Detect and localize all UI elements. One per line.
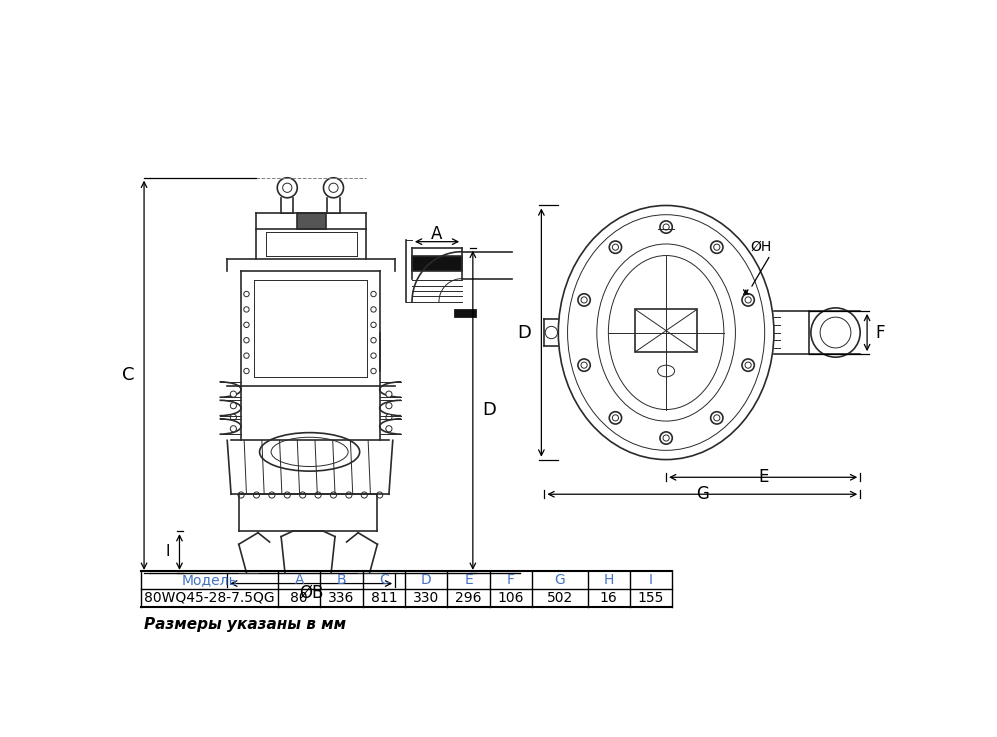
Text: I: I [166,545,170,559]
Text: 155: 155 [638,591,664,605]
Text: 16: 16 [600,591,617,605]
Circle shape [609,412,621,424]
Circle shape [253,492,259,498]
Text: G: G [696,485,709,503]
Bar [635,310,697,352]
Text: Модель: Модель [181,573,237,587]
Circle shape [315,492,321,498]
Text: C: C [379,573,389,587]
Circle shape [230,402,236,409]
Circle shape [578,359,590,371]
Text: H: H [603,573,614,587]
Text: 80WQ45-28-7.5QG: 80WQ45-28-7.5QG [145,591,275,605]
Circle shape [230,391,236,397]
Circle shape [269,492,275,498]
Circle shape [230,414,236,420]
Circle shape [244,322,249,327]
Text: F: F [506,573,515,587]
Circle shape [371,291,376,297]
Text: I: I [649,573,653,587]
Circle shape [386,414,392,420]
Circle shape [371,338,376,343]
Circle shape [244,353,249,358]
Circle shape [330,492,337,498]
Text: 336: 336 [328,591,355,605]
Text: 330: 330 [413,591,440,605]
Text: B: B [337,573,346,587]
Circle shape [238,492,244,498]
Circle shape [742,294,755,306]
Text: C: C [123,366,135,384]
Text: F: F [875,324,885,341]
Text: D: D [483,402,496,419]
Circle shape [230,426,236,432]
Text: ØH: ØH [751,240,772,254]
Circle shape [244,291,249,297]
Circle shape [284,492,290,498]
Circle shape [371,368,376,374]
Circle shape [346,492,352,498]
Circle shape [371,353,376,358]
Circle shape [299,492,306,498]
Text: E: E [758,468,769,486]
Text: Размеры указаны в мм: Размеры указаны в мм [144,618,346,632]
Text: E: E [465,573,473,587]
Text: 811: 811 [371,591,397,605]
Bar [296,213,326,228]
Circle shape [371,307,376,312]
Text: 296: 296 [456,591,482,605]
Text: ØB: ØB [299,584,323,602]
Circle shape [244,307,249,312]
Circle shape [244,338,249,343]
Text: A: A [432,225,443,243]
Text: 106: 106 [498,591,524,605]
Circle shape [578,294,590,306]
Circle shape [371,322,376,327]
Circle shape [377,492,383,498]
Circle shape [244,368,249,374]
Text: G: G [554,573,565,587]
Circle shape [742,359,755,371]
Text: D: D [421,573,432,587]
Circle shape [711,412,723,424]
Bar [455,310,476,317]
Circle shape [386,426,392,432]
Circle shape [361,492,367,498]
Circle shape [386,391,392,397]
Circle shape [711,241,723,254]
Text: D: D [517,324,531,341]
Text: A: A [294,573,304,587]
Circle shape [609,241,621,254]
Bar [412,256,462,271]
Text: 502: 502 [546,591,573,605]
Circle shape [386,402,392,409]
Circle shape [660,432,672,444]
Text: 80: 80 [290,591,308,605]
Circle shape [660,221,672,233]
